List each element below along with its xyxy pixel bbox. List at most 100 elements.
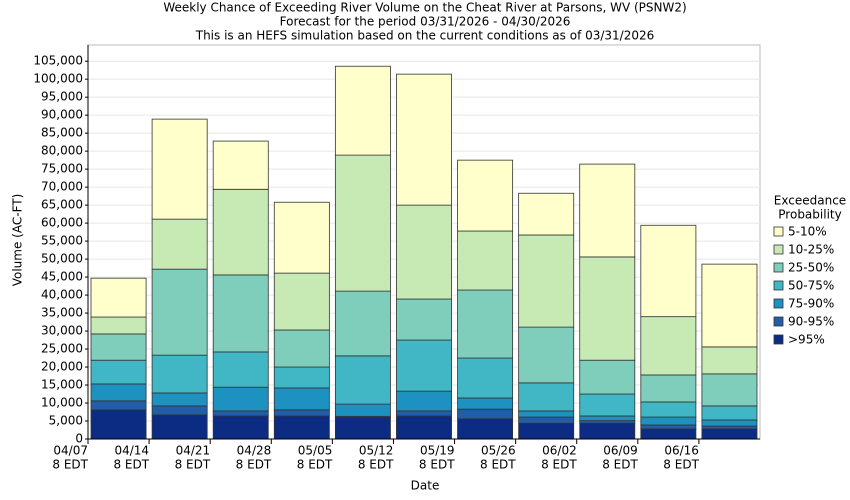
x-tick-suffix: 8 EDT xyxy=(541,458,577,472)
y-tick-label: 105,000 xyxy=(33,54,83,68)
x-tick-label: 04/28 xyxy=(237,444,272,458)
bar-segment xyxy=(640,428,697,440)
x-tick-label: 05/19 xyxy=(420,444,455,458)
bar-segment xyxy=(334,290,391,357)
x-tick-label: 06/16 xyxy=(664,444,699,458)
bar-segment xyxy=(273,415,330,440)
x-tick-label: 05/26 xyxy=(481,444,516,458)
bar-segment xyxy=(334,65,391,156)
bar-segment xyxy=(90,400,147,411)
y-tick-label: 65,000 xyxy=(41,198,83,212)
legend-swatch xyxy=(773,226,784,237)
y-tick-label: 10,000 xyxy=(41,396,83,410)
bar-segment xyxy=(518,422,575,440)
bar-segment xyxy=(701,373,758,407)
bar-segment xyxy=(273,201,330,274)
x-tick-suffix: 8 EDT xyxy=(663,458,699,472)
y-tick-label: 35,000 xyxy=(41,306,83,320)
bar-segment xyxy=(579,256,636,361)
bar-segment xyxy=(701,263,758,348)
bar-segment xyxy=(151,218,208,270)
bar-segment xyxy=(90,359,147,385)
x-axis-label: Date xyxy=(411,479,440,493)
bar-segment xyxy=(579,393,636,417)
y-tick-label: 60,000 xyxy=(41,216,83,230)
bar-segment xyxy=(640,374,697,403)
bar-segment xyxy=(212,410,269,417)
bar-segment xyxy=(396,415,452,440)
y-tick-label: 40,000 xyxy=(41,288,83,302)
bar-segment xyxy=(701,419,758,427)
x-tick-label: 05/05 xyxy=(298,444,333,458)
legend-swatch xyxy=(773,316,784,327)
bar-segment xyxy=(212,140,269,190)
bar-segment xyxy=(457,230,514,291)
y-tick-label: 5,000 xyxy=(49,414,83,428)
y-tick-label: 45,000 xyxy=(41,270,83,284)
y-tick-label: 15,000 xyxy=(41,378,83,392)
bar-segment xyxy=(457,357,514,399)
bar-segment xyxy=(212,386,269,412)
bar-segment xyxy=(579,163,636,258)
bar-segment xyxy=(518,382,575,412)
legend-swatch xyxy=(773,298,784,309)
y-tick-label: 70,000 xyxy=(41,180,83,194)
bar-segment xyxy=(90,277,147,318)
x-tick-suffix: 8 EDT xyxy=(419,458,455,472)
bar-segment xyxy=(457,159,514,232)
legend-label: 90-95% xyxy=(788,315,834,329)
bar-segment xyxy=(212,188,269,276)
bar-segment xyxy=(151,118,208,220)
bar-segment xyxy=(579,359,636,395)
bar-segment xyxy=(151,392,208,407)
bar-segment xyxy=(396,73,452,206)
bar-segment xyxy=(273,409,330,417)
bar-segment xyxy=(334,355,391,405)
x-tick-label: 04/14 xyxy=(114,444,149,458)
x-tick-suffix: 8 EDT xyxy=(236,458,272,472)
bar-segment xyxy=(273,272,330,331)
x-tick-suffix: 8 EDT xyxy=(602,458,638,472)
bar-segment xyxy=(518,410,575,418)
x-tick-suffix: 8 EDT xyxy=(480,458,516,472)
legend-label: 5-10% xyxy=(788,225,827,239)
x-tick-label: 04/07 xyxy=(53,444,88,458)
bar-segment xyxy=(640,401,697,418)
bar-segment xyxy=(518,326,575,384)
x-tick-suffix: 8 EDT xyxy=(358,458,394,472)
legend-swatch xyxy=(773,244,784,255)
bar-segment xyxy=(518,234,575,328)
bar-segment xyxy=(396,339,452,392)
bar-segment xyxy=(579,415,636,422)
legend-label: >95% xyxy=(788,333,825,347)
y-tick-label: 100,000 xyxy=(33,72,83,86)
y-tick-label: 80,000 xyxy=(41,144,83,158)
chart-title: Weekly Chance of Exceeding River Volume … xyxy=(163,1,686,15)
bar-segment xyxy=(273,366,330,389)
bar-segment xyxy=(457,289,514,359)
bar-segment xyxy=(640,416,697,426)
y-tick-label: 90,000 xyxy=(41,108,83,122)
bar-segment xyxy=(151,414,208,440)
x-tick-label: 06/02 xyxy=(542,444,577,458)
bar-segment xyxy=(518,416,575,424)
x-tick-suffix: 8 EDT xyxy=(113,458,149,472)
bar-segment xyxy=(273,329,330,368)
legend-title: Probability xyxy=(778,208,841,222)
bar-segment xyxy=(212,274,269,353)
legend-title: Exceedance xyxy=(774,194,846,208)
bar-segment xyxy=(701,346,758,375)
x-tick-label: 05/12 xyxy=(359,444,394,458)
y-tick-label: 95,000 xyxy=(41,90,83,104)
bar-segment xyxy=(396,390,452,412)
x-tick-suffix: 8 EDT xyxy=(52,458,88,472)
bar-segment xyxy=(334,417,391,440)
bar-segment xyxy=(457,418,514,440)
legend-swatch xyxy=(773,334,784,345)
bar-segment xyxy=(518,192,575,236)
bar-segment xyxy=(396,298,452,341)
bar-segment xyxy=(334,154,391,292)
bar-segment xyxy=(701,405,758,421)
legend-swatch xyxy=(773,262,784,273)
x-tick-suffix: 8 EDT xyxy=(297,458,333,472)
